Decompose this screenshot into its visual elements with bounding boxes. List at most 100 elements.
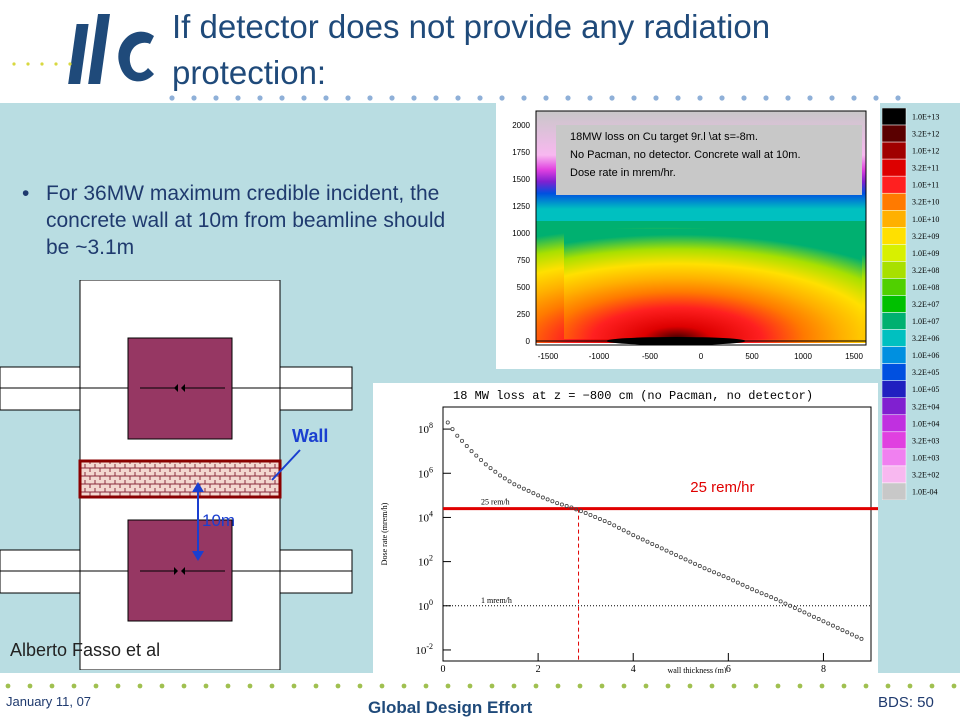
dot: [555, 683, 561, 689]
data-point: [498, 473, 503, 478]
legend-swatch: [882, 380, 907, 398]
dot: [951, 683, 957, 689]
legend-label: 3.2E+10: [912, 198, 939, 207]
legend-swatch: [882, 124, 907, 143]
contour-y-tick: 250: [517, 310, 531, 319]
data-point: [821, 619, 826, 624]
data-point: [545, 497, 550, 502]
dot: [291, 683, 297, 689]
dot: [653, 95, 659, 101]
data-point: [559, 502, 564, 507]
ilc-logo: [68, 14, 154, 84]
dot: [665, 683, 671, 689]
data-point: [555, 501, 560, 506]
data-point: [659, 546, 664, 551]
data-point: [583, 511, 588, 516]
dot: [741, 95, 747, 101]
data-point: [835, 625, 840, 630]
legend-label: 1.0E+08: [912, 283, 939, 292]
data-point: [550, 499, 555, 504]
data-point: [769, 595, 774, 600]
contour-y-tick: 1500: [512, 175, 530, 184]
dot: [159, 683, 165, 689]
data-point: [669, 550, 674, 555]
dot: [12, 62, 16, 66]
dot: [225, 683, 231, 689]
chart-title: 18 MW loss at z = −800 cm (no Pacman, no…: [453, 389, 813, 403]
dot: [819, 683, 825, 689]
legend-label: 3.2E+05: [912, 368, 939, 377]
dot: [929, 683, 935, 689]
legend-label: 1.0E+05: [912, 385, 939, 394]
legend-swatch: [882, 431, 907, 450]
dot: [543, 95, 549, 101]
slide-title: If detector does not provide any radiati…: [172, 8, 771, 91]
legend-label: 1.0E+12: [912, 147, 939, 156]
data-point: [469, 449, 474, 454]
data-point: [588, 513, 593, 518]
data-point: [811, 614, 816, 619]
legend-label: 1.0E+10: [912, 215, 939, 224]
chart-y-label: Dose rate (mrem/h): [380, 502, 389, 565]
data-point: [650, 541, 655, 546]
contour-x-tick: 500: [745, 352, 759, 361]
dot: [807, 95, 813, 101]
data-point: [707, 568, 712, 573]
data-point: [521, 486, 526, 491]
threshold-line-label: 25 rem/h: [481, 498, 510, 507]
dot: [621, 683, 627, 689]
legend-label: 3.2E+04: [912, 402, 939, 411]
dot: [335, 683, 341, 689]
data-point: [750, 587, 755, 592]
dot: [797, 683, 803, 689]
legend-swatch: [882, 158, 907, 177]
bullet-dot: •: [22, 182, 30, 205]
data-point: [455, 433, 460, 438]
contour-x-tick: 1000: [794, 352, 812, 361]
dot: [753, 683, 759, 689]
contour-y-tick: 1000: [512, 229, 530, 238]
data-point: [612, 523, 617, 528]
data-point: [602, 518, 607, 523]
bullet-text: For 36MW maximum credible incident, the …: [46, 182, 446, 259]
page-number: BDS: 50: [878, 694, 934, 711]
legend-label: 1.0E+07: [912, 317, 939, 326]
legend-swatch: [882, 482, 907, 500]
contour-annotation: 18MW loss on Cu target 9r.l \at s=-8m. N…: [570, 131, 801, 179]
dot: [5, 683, 11, 689]
data-point: [635, 535, 640, 540]
data-point: [574, 507, 579, 512]
data-point: [830, 623, 835, 628]
data-point: [664, 548, 669, 553]
data-point: [716, 572, 721, 577]
data-point: [512, 482, 517, 487]
legend-label: 1.0E+06: [912, 351, 939, 360]
dot: [93, 683, 99, 689]
dot: [181, 683, 187, 689]
data-point: [626, 530, 631, 535]
data-point: [593, 514, 598, 519]
data-point: [764, 593, 769, 598]
data-point: [859, 636, 864, 641]
dot: [235, 95, 241, 101]
data-point: [536, 493, 541, 498]
dot: [631, 95, 637, 101]
data-point: [854, 634, 859, 639]
legend-label: 3.2E+12: [912, 130, 939, 139]
data-point: [697, 564, 702, 569]
data-point: [683, 557, 688, 562]
chart-x-label: wall thickness (m): [667, 666, 726, 673]
data-point: [531, 491, 536, 496]
dot: [379, 683, 385, 689]
contour-x-tick: -500: [642, 352, 659, 361]
dot: [357, 683, 363, 689]
dot: [71, 683, 77, 689]
dot: [907, 683, 913, 689]
dot: [687, 683, 693, 689]
data-point: [702, 566, 707, 571]
dot: [301, 95, 307, 101]
data-point: [526, 488, 531, 493]
legend-swatch: [882, 210, 907, 228]
data-point: [726, 576, 731, 581]
dot: [213, 95, 219, 101]
